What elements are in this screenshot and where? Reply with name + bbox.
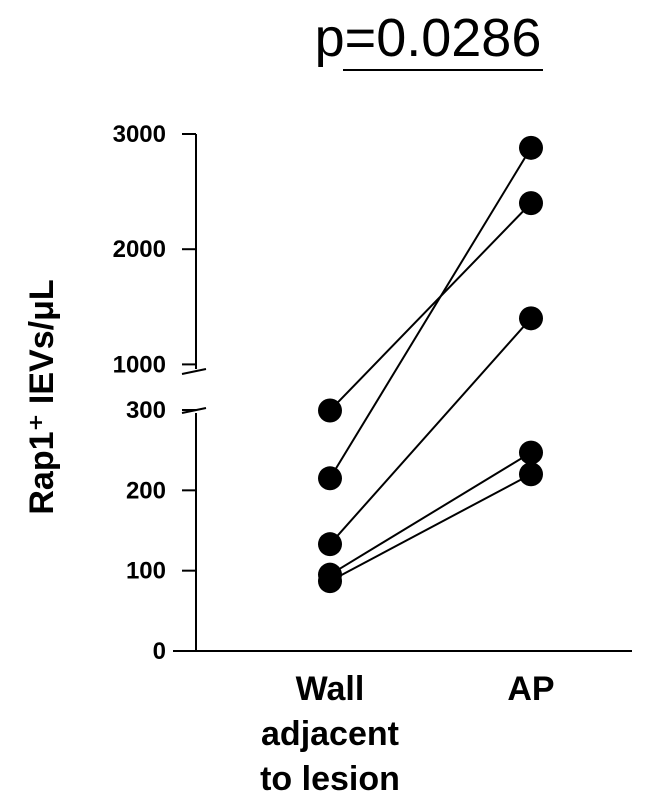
pair-line	[329, 473, 532, 582]
y-tick-label: 300	[126, 397, 166, 424]
x-category-labels: Wall adjacent to lesion AP	[260, 670, 555, 798]
data-point	[519, 462, 543, 487]
axis-break-mark-upper	[181, 368, 207, 375]
pair-line	[329, 451, 532, 576]
data-point	[519, 135, 543, 160]
data-point	[318, 398, 342, 423]
data-points	[318, 135, 543, 594]
y-axis-label: Rap1⁺ IEVs/μL	[23, 279, 61, 514]
data-point	[318, 532, 342, 557]
p-value-annotation: p=0.0286	[315, 8, 543, 71]
pair-lines	[329, 147, 532, 582]
x-category-label: Wall	[296, 670, 365, 708]
y-tick-label: 100	[126, 558, 166, 585]
x-category-label: to lesion	[260, 760, 400, 798]
y-axis	[181, 134, 207, 651]
data-point	[318, 569, 342, 594]
p-value-label: p=0.0286	[315, 8, 542, 68]
data-point	[519, 440, 543, 465]
pair-line	[329, 147, 532, 479]
y-tick-label: 0	[153, 638, 166, 665]
x-category-label: AP	[507, 670, 554, 708]
pair-line	[329, 317, 532, 545]
x-category-label: adjacent	[261, 715, 399, 753]
data-point	[519, 306, 543, 331]
y-tick-label: 1000	[113, 351, 166, 378]
y-tick-label: 3000	[113, 121, 166, 148]
pair-line	[329, 202, 532, 412]
data-point	[519, 191, 543, 216]
y-tick-label: 200	[126, 477, 166, 504]
y-tick-label: 2000	[113, 236, 166, 263]
data-point	[318, 466, 342, 491]
y-ticks: 0 100 200 300 1000 2000 3000	[113, 121, 196, 665]
